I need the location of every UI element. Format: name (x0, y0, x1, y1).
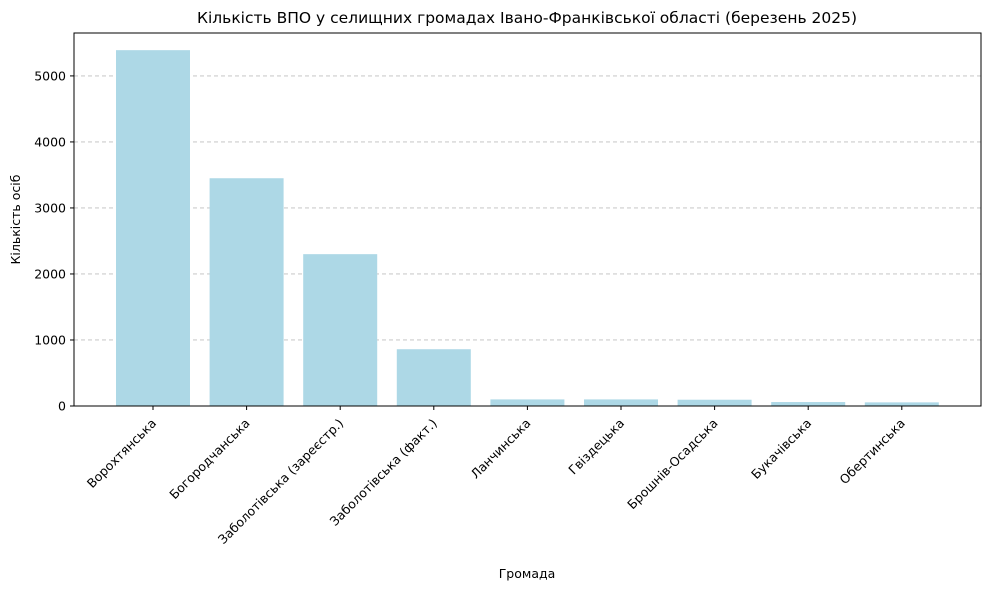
x-tick-label: Ланчинська (467, 416, 533, 482)
y-ticks: 0 1000 2000 3000 4000 5000 (34, 68, 74, 414)
bars (116, 50, 939, 406)
y-tick-label: 5000 (34, 68, 66, 83)
bar (490, 399, 565, 406)
bar (771, 402, 846, 406)
x-tick-label: Богородчанська (166, 416, 253, 503)
y-tick-label: 2000 (34, 266, 66, 281)
y-tick-label: 3000 (34, 200, 66, 215)
x-tick-label: Букачівська (748, 416, 814, 482)
x-tick-label: Заболотівська (факт.) (327, 416, 440, 529)
x-axis-label: Громада (499, 566, 556, 581)
bar (396, 349, 471, 406)
bar (584, 399, 658, 406)
y-tick-label: 1000 (34, 332, 66, 347)
x-ticks: Ворохтянська Богородчанська Заболотівська … (84, 406, 908, 547)
x-tick-label: Обертинська (836, 416, 908, 488)
x-tick-label: Ворохтянська (84, 416, 159, 491)
bar (864, 402, 939, 406)
y-tick-label: 0 (58, 399, 66, 414)
bar (303, 254, 378, 406)
x-tick-label: Брошнів-Осадська (624, 416, 721, 513)
bar (677, 399, 752, 406)
y-axis-label: Кількість осіб (8, 174, 23, 264)
chart-title: Кількість ВПО у селищних громадах Івано-… (197, 9, 857, 27)
y-tick-label: 4000 (34, 134, 66, 149)
bar (209, 178, 284, 406)
bar (116, 50, 190, 406)
x-tick-label: Гвіздецька (565, 416, 627, 478)
